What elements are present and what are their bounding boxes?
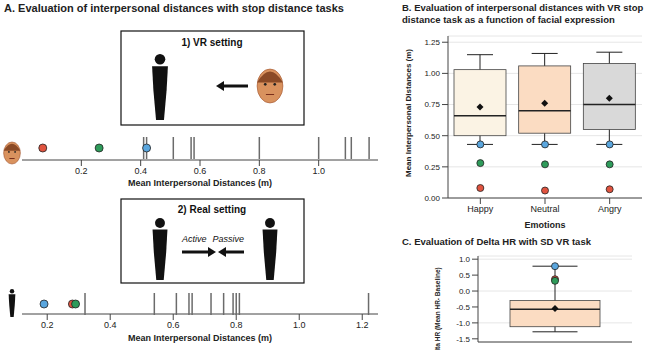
html-text:A. Evaluation of interpersonal: A. Evaluation of interpersonal distances… [4, 2, 344, 14]
svg-text:-1.5: -1.5 [456, 335, 470, 344]
html-text:Mean Interpersonal Distances (: Mean Interpersonal Distances (m) [128, 333, 272, 343]
svg-text:0.6: 0.6 [167, 320, 180, 330]
html-text:Mean Interpersonal Distances (: Mean Interpersonal Distances (m) [128, 178, 272, 188]
svg-text:Angry: Angry [598, 204, 622, 214]
svg-text:1) VR setting: 1) VR setting [181, 37, 242, 48]
svg-text:Emotions: Emotions [524, 220, 565, 230]
svg-text:0.6: 0.6 [194, 166, 207, 176]
svg-text:1.0: 1.0 [459, 255, 471, 264]
svg-text:1.25: 1.25 [424, 38, 440, 47]
svg-text:0.8: 0.8 [253, 166, 266, 176]
svg-text:1.2: 1.2 [356, 320, 369, 330]
svg-text:0.8: 0.8 [230, 320, 243, 330]
svg-text:Active: Active [181, 234, 207, 244]
svg-text:0.00: 0.00 [424, 194, 440, 203]
html-text:B. Evaluation of interpersonal: B. Evaluation of interpersonal distances… [402, 2, 644, 25]
svg-text:Mean Interpersonal Distances (: Mean Interpersonal Distances (m) [404, 49, 413, 177]
svg-text:0.50: 0.50 [424, 132, 440, 141]
svg-text:0.5: 0.5 [459, 271, 471, 280]
svg-text:0.4: 0.4 [134, 166, 147, 176]
svg-text:1.0: 1.0 [312, 166, 325, 176]
svg-text:0.4: 0.4 [104, 320, 117, 330]
svg-text:1.00: 1.00 [424, 69, 440, 78]
svg-text:-1.0: -1.0 [456, 319, 470, 328]
svg-text:1.0: 1.0 [293, 320, 306, 330]
svg-text:-0.5: -0.5 [456, 303, 470, 312]
svg-text:0.25: 0.25 [424, 163, 440, 172]
svg-text:Neutral: Neutral [530, 204, 559, 214]
svg-text:Happy: Happy [467, 204, 494, 214]
svg-text:Delta HR (Mean HR- Baseline): Delta HR (Mean HR- Baseline) [434, 267, 442, 350]
html-text:C. Evaluation of Delta HR with: C. Evaluation of Delta HR with SD VR tas… [402, 236, 591, 247]
svg-text:2) Real setting: 2) Real setting [178, 204, 246, 215]
svg-text:Passive: Passive [212, 234, 244, 244]
svg-text:0.0: 0.0 [459, 287, 471, 296]
svg-text:0.2: 0.2 [75, 166, 88, 176]
svg-text:0.2: 0.2 [41, 320, 54, 330]
svg-text:0.75: 0.75 [424, 100, 440, 109]
